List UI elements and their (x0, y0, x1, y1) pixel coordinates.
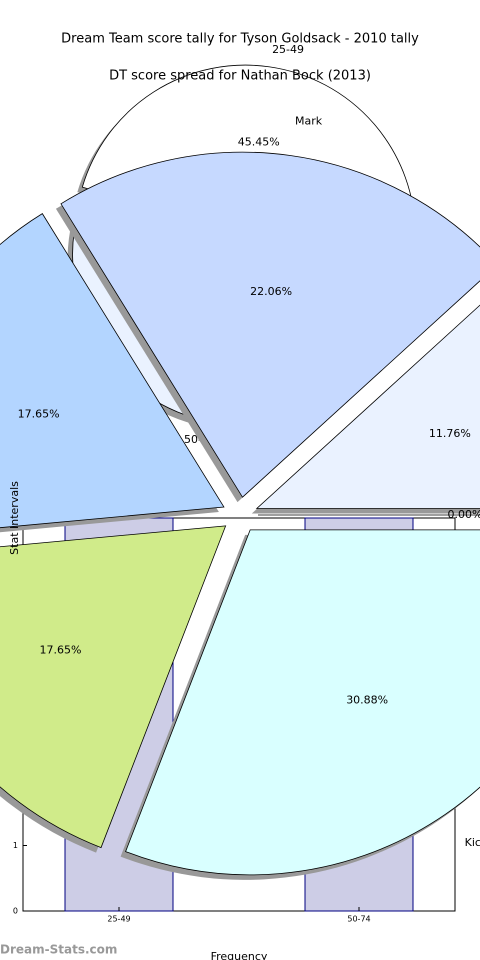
y-axis-label: Stat Intervals (8, 481, 21, 555)
value-label: 17.65% (18, 408, 60, 421)
value-label: 11.76% (429, 427, 471, 440)
x-tick-label: 50-74 (347, 915, 370, 924)
value-label: 45.45% (238, 136, 280, 149)
slice-label: 25-49 (272, 43, 304, 56)
y-tick-label: 1 (13, 841, 18, 850)
value-label: 17.65% (39, 644, 81, 657)
value-label: 30.88% (346, 694, 388, 707)
value-label: 0.00% (448, 508, 480, 521)
pie-slice (0, 213, 225, 529)
pie-slice (255, 304, 480, 509)
slice-label: Mark (295, 114, 323, 127)
pie-slice (125, 529, 480, 876)
x-axis-label: Frequency (211, 950, 268, 960)
pie-slice (0, 525, 227, 849)
chart-title: Dream Team score tally for Tyson Goldsac… (61, 32, 419, 47)
watermark: Dream-Stats.com (0, 943, 117, 957)
value-label: 22.06% (250, 285, 292, 298)
y-tick-label: 0 (13, 907, 18, 916)
pie-slice (60, 151, 480, 498)
x-tick-label: 25-49 (107, 915, 130, 924)
chart-title: DT score spread for Nathan Bock (2013) (109, 69, 371, 84)
slice-label: Kicks (465, 836, 480, 849)
